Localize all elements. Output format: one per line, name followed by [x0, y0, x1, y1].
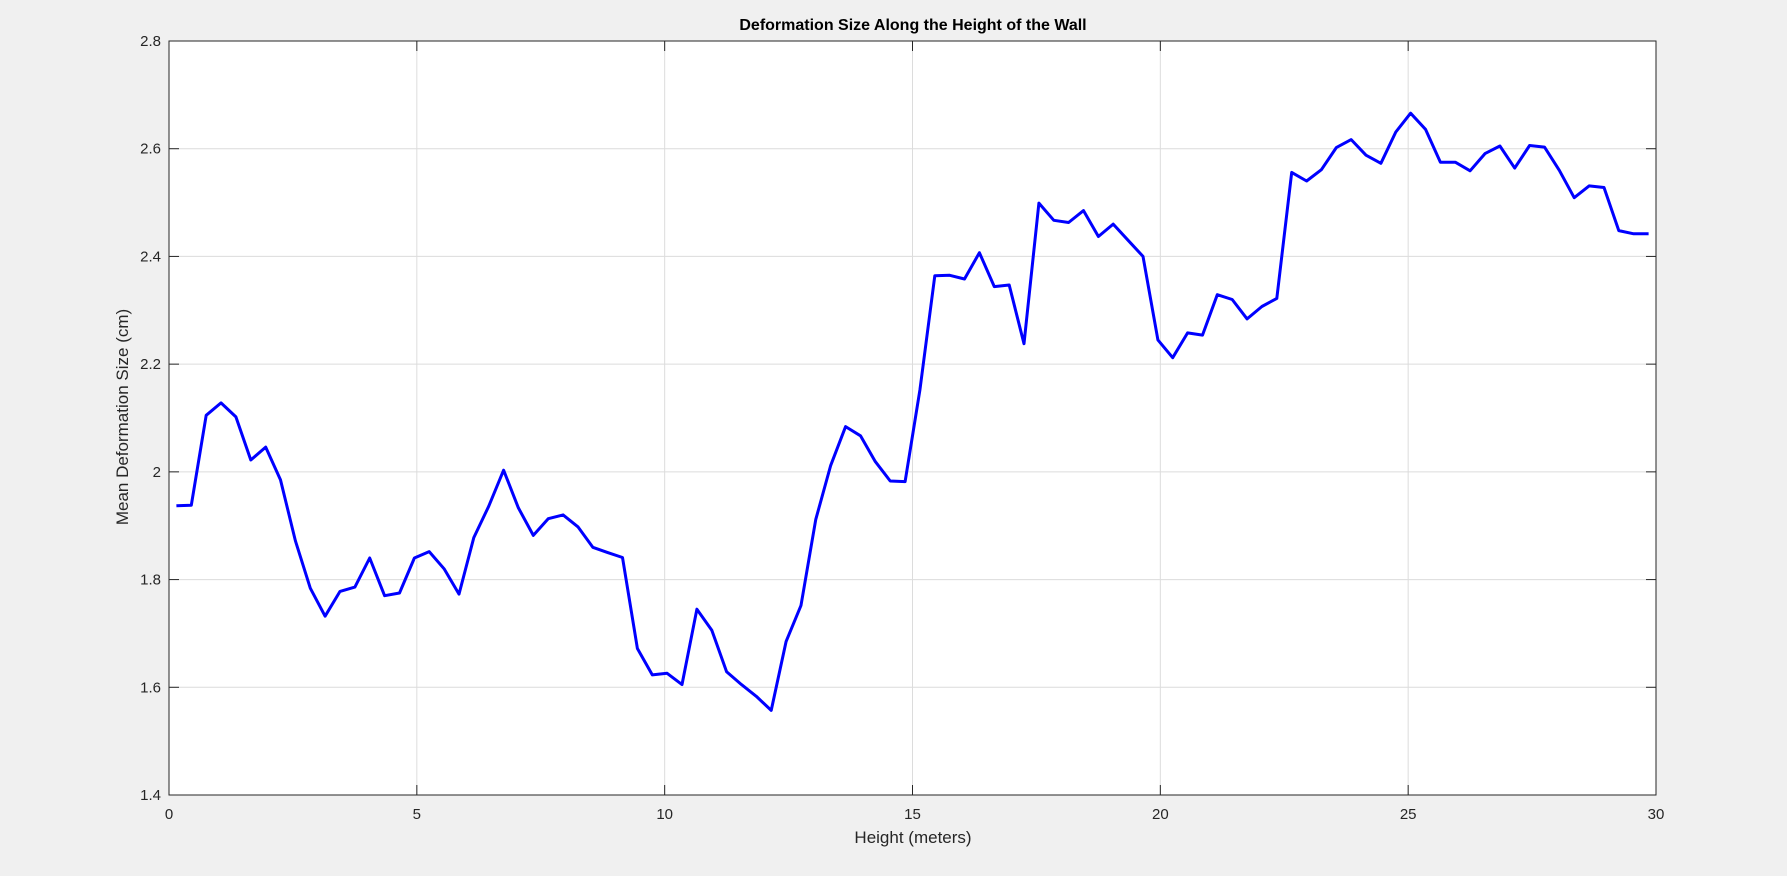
x-tick-label: 30 — [1648, 806, 1665, 823]
x-tick-label: 25 — [1400, 806, 1417, 823]
x-tick-label: 10 — [656, 806, 673, 823]
y-tick-label: 1.8 — [140, 572, 161, 589]
y-tick-label: 1.4 — [140, 787, 161, 804]
y-tick-label: 1.6 — [140, 679, 161, 696]
series-line — [176, 111, 1649, 712]
series-layer — [176, 111, 1649, 712]
y-axis-label: Mean Deformation Size (cm) — [113, 309, 132, 525]
x-tick-label: 20 — [1152, 806, 1169, 823]
chart-title: Deformation Size Along the Height of the… — [739, 17, 1086, 34]
y-tick-labels: 1.4 1.6 1.8 2 2.2 2.4 2.6 2.8 — [140, 33, 161, 804]
y-tick-label: 2.4 — [140, 248, 161, 265]
y-tick-label: 2 — [153, 464, 161, 481]
y-tick-label: 2.2 — [140, 356, 161, 373]
x-tick-label: 15 — [904, 806, 921, 823]
plot-frame — [168, 40, 1657, 796]
x-tick-label: 5 — [413, 806, 421, 823]
x-tick-labels: 0 5 10 15 20 25 30 — [165, 806, 1665, 823]
y-tick-label: 2.8 — [140, 33, 161, 50]
x-tick-label: 0 — [165, 806, 173, 823]
x-axis-label: Height (meters) — [854, 828, 971, 847]
y-tick-label: 2.6 — [140, 141, 161, 158]
